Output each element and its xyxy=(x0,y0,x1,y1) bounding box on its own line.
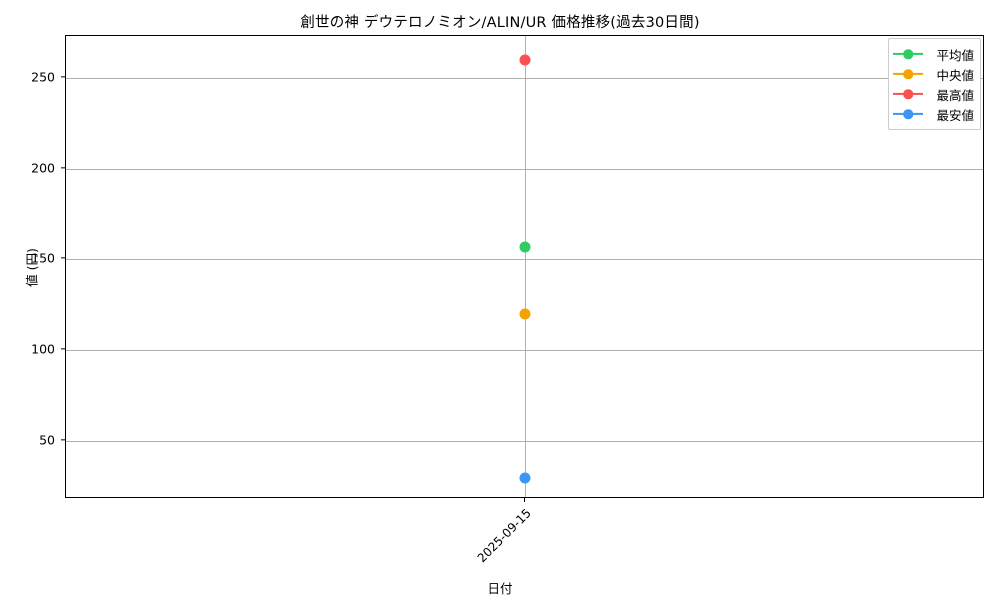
x-axis-label: 日付 xyxy=(487,581,513,596)
legend-marker-median-icon xyxy=(893,69,923,80)
chart-legend[interactable]: 平均値 中央値 最高値 最安値 xyxy=(888,38,981,130)
legend-label-max: 最高値 xyxy=(936,87,974,103)
ytick-mark-50 xyxy=(61,439,65,441)
legend-marker-min-icon xyxy=(893,109,923,120)
ytick-label-50: 50 xyxy=(39,432,55,448)
xtick-mark-2025-09-15 xyxy=(524,498,526,502)
datapoint-max[interactable] xyxy=(519,54,531,66)
legend-label-min: 最安値 xyxy=(936,107,974,123)
ytick-label-200: 200 xyxy=(31,160,55,176)
datapoint-average[interactable] xyxy=(519,241,531,253)
xtick-label-text: 2025-09-15 xyxy=(474,506,534,566)
y-axis-ticks: 250 200 150 100 50 xyxy=(0,0,55,600)
legend-marker-max-icon xyxy=(893,89,923,100)
legend-item-average[interactable]: 平均値 xyxy=(893,44,976,64)
ytick-mark-150 xyxy=(61,257,65,259)
legend-label-average: 平均値 xyxy=(936,47,974,63)
ytick-mark-250 xyxy=(61,76,65,78)
gridline-y-100 xyxy=(66,350,983,351)
ytick-label-100: 100 xyxy=(31,341,55,357)
legend-item-median[interactable]: 中央値 xyxy=(893,64,976,84)
datapoint-median[interactable] xyxy=(519,308,531,320)
ytick-mark-200 xyxy=(61,167,65,169)
datapoint-min[interactable] xyxy=(519,472,531,484)
legend-marker-average-icon xyxy=(893,49,923,60)
gridline-y-150 xyxy=(66,259,983,260)
legend-item-max[interactable]: 最高値 xyxy=(893,84,976,104)
y-axis-label: 値 (円) xyxy=(24,248,40,287)
plot-area xyxy=(65,35,984,498)
gridline-x-2025-09-15 xyxy=(525,36,526,497)
gridline-y-200 xyxy=(66,169,983,170)
ytick-label-150: 150 xyxy=(31,250,55,266)
ytick-label-250: 250 xyxy=(31,69,55,85)
xtick-label-2025-09-15: 2025-09-15 xyxy=(475,506,534,565)
legend-item-min[interactable]: 最安値 xyxy=(893,104,976,124)
chart-title: 創世の神 デウテロノミオン/ALIN/UR 価格推移(過去30日間) xyxy=(300,15,700,31)
gridline-y-50 xyxy=(66,441,983,442)
ytick-mark-100 xyxy=(61,348,65,350)
legend-label-median: 中央値 xyxy=(936,67,974,83)
gridline-y-250 xyxy=(66,78,983,79)
